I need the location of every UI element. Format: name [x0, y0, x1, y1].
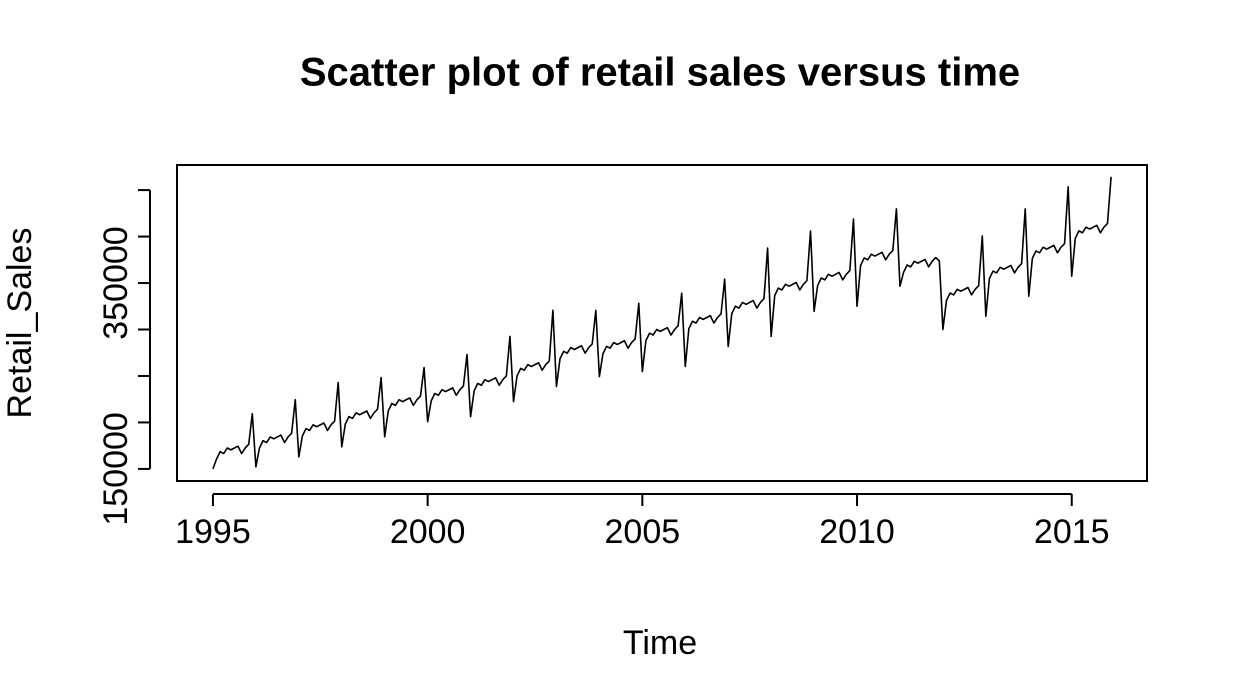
- chart-title: Scatter plot of retail sales versus time: [300, 51, 1020, 95]
- x-tick-label: 2010: [819, 513, 895, 551]
- y-tick-label: 150000: [97, 412, 135, 525]
- x-axis-label: Time: [623, 624, 697, 662]
- x-tick-label: 2005: [605, 513, 681, 551]
- y-tick-label: 350000: [97, 226, 135, 339]
- x-tick-label: 1995: [175, 513, 251, 551]
- y-axis-label: Retail_Sales: [1, 228, 39, 419]
- x-tick-label: 2015: [1034, 513, 1110, 551]
- data-line: [212, 176, 1112, 470]
- x-tick-label: 2000: [390, 513, 466, 551]
- plot-frame: [176, 164, 1148, 482]
